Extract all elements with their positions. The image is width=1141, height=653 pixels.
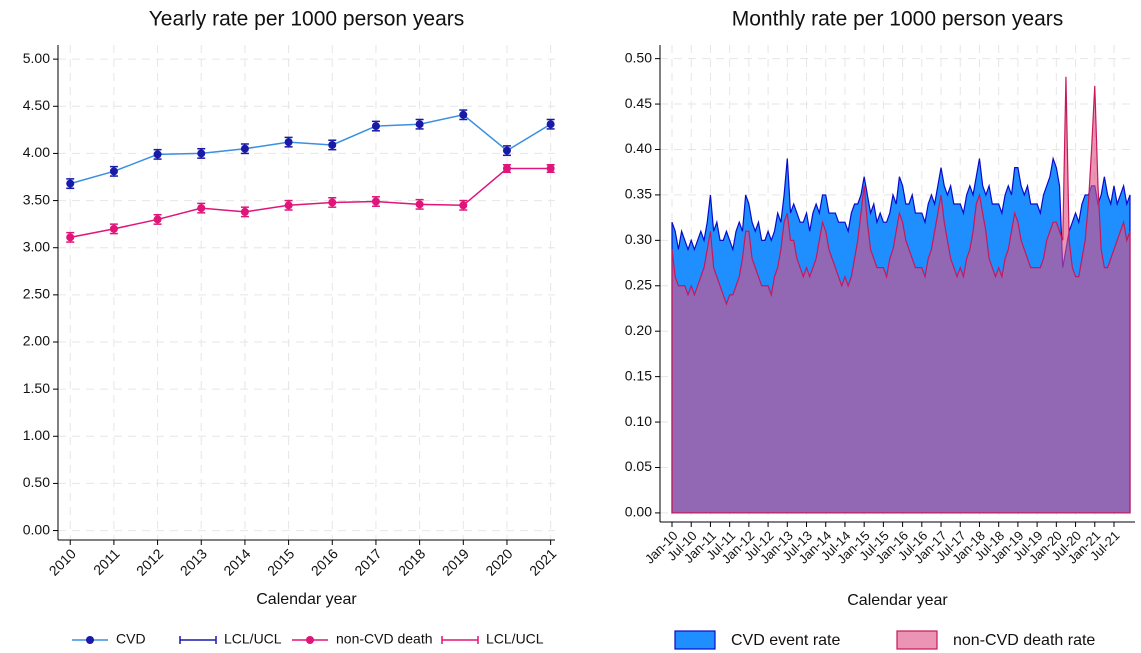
point <box>415 200 424 209</box>
point <box>240 207 249 216</box>
legend-label: non-CVD death <box>336 631 433 647</box>
y-tick-label: 0.15 <box>625 367 652 383</box>
point <box>371 122 380 131</box>
area <box>671 76 1131 514</box>
point <box>371 197 380 206</box>
legend-label: LCL/UCL <box>486 631 544 647</box>
y-tick-label: 0.40 <box>625 140 652 156</box>
point <box>502 164 511 173</box>
x-tick-label: 2017 <box>351 545 384 578</box>
point <box>66 179 75 188</box>
point <box>459 110 468 119</box>
x-tick-label: 2016 <box>308 545 341 578</box>
x-tick-label: 2015 <box>264 545 297 578</box>
y-tick-label: 0.50 <box>23 474 50 490</box>
point <box>197 149 206 158</box>
y-tick-label: 1.00 <box>23 427 50 443</box>
y-tick-label: 0.50 <box>625 49 652 65</box>
point <box>328 198 337 207</box>
series-line <box>70 167 551 239</box>
point <box>66 233 75 242</box>
legend-label: CVD <box>116 631 146 647</box>
y-tick-label: 2.50 <box>23 286 50 302</box>
y-tick-label: 0.00 <box>625 504 652 520</box>
x-tick-label: 2013 <box>177 545 210 578</box>
legend-label: LCL/UCL <box>224 631 282 647</box>
point <box>546 120 555 129</box>
y-tick-label: 0.20 <box>625 322 652 338</box>
chart-title: Monthly rate per 1000 person years <box>732 8 1064 31</box>
x-tick-label: 2021 <box>526 545 559 578</box>
legend-label: non-CVD death rate <box>953 632 1095 649</box>
point <box>328 140 337 149</box>
x-axis-label: Calendar year <box>847 592 948 609</box>
point <box>153 150 162 159</box>
y-tick-label: 3.00 <box>23 238 50 254</box>
point <box>197 204 206 213</box>
x-tick-label: 2012 <box>133 545 166 578</box>
point <box>284 138 293 147</box>
legend-marker <box>86 636 94 644</box>
point <box>459 201 468 210</box>
y-tick-label: 3.50 <box>23 191 50 207</box>
y-tick-label: 0.45 <box>625 95 652 111</box>
legend-label: CVD event rate <box>731 632 840 649</box>
x-tick-label: 2020 <box>482 545 515 578</box>
y-tick-label: 0.35 <box>625 186 652 202</box>
y-tick-label: 0.10 <box>625 413 652 429</box>
y-tick-label: 0.00 <box>23 521 50 537</box>
y-tick-label: 4.00 <box>23 144 50 160</box>
point <box>284 201 293 210</box>
y-tick-label: 1.50 <box>23 380 50 396</box>
y-tick-label: 0.25 <box>625 276 652 292</box>
point <box>109 167 118 176</box>
y-tick-label: 5.00 <box>23 50 50 66</box>
x-tick-label: 2019 <box>439 545 472 578</box>
point <box>153 215 162 224</box>
legend-marker <box>306 636 314 644</box>
chart-title: Yearly rate per 1000 person years <box>149 8 465 31</box>
x-tick-label: 2014 <box>220 545 253 578</box>
y-tick-label: 4.50 <box>23 97 50 113</box>
point <box>546 164 555 173</box>
point <box>240 144 249 153</box>
legend-swatch <box>896 630 938 650</box>
y-tick-label: 2.00 <box>23 333 50 349</box>
point <box>109 224 118 233</box>
point <box>415 120 424 129</box>
x-tick-label: 2018 <box>395 545 428 578</box>
y-tick-label: 0.30 <box>625 231 652 247</box>
x-axis-label: Calendar year <box>256 591 357 608</box>
y-tick-label: 0.05 <box>625 458 652 474</box>
series-line <box>70 113 552 185</box>
point <box>502 146 511 155</box>
x-tick-label: 2010 <box>46 545 79 578</box>
x-tick-label: 2011 <box>90 545 123 578</box>
legend-swatch <box>674 630 716 650</box>
